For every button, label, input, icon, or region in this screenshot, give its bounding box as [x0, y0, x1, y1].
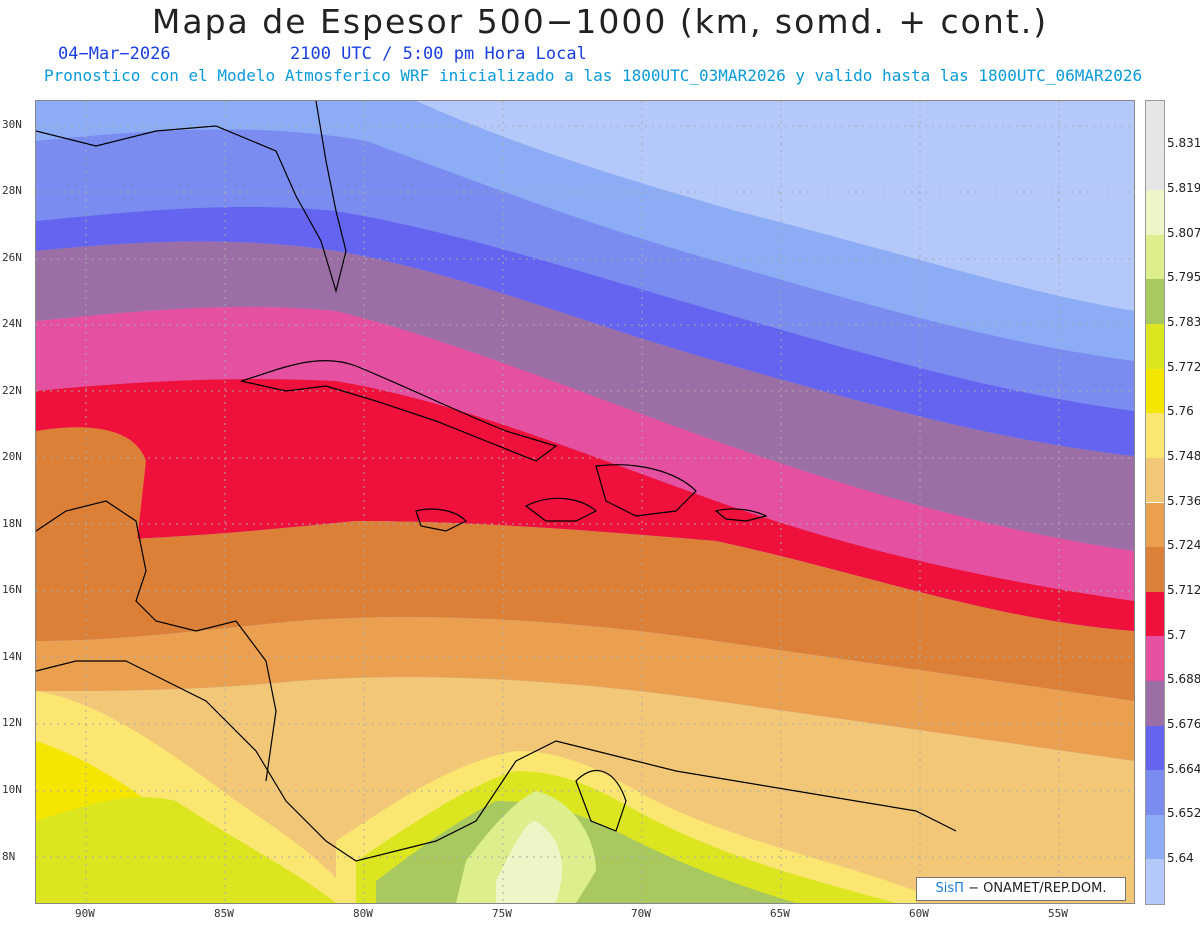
forecast-date: 04−Mar−2026	[58, 44, 171, 64]
colorbar-segment	[1146, 636, 1164, 681]
lon-label-70w: 70W	[631, 907, 651, 920]
colorbar-segment	[1146, 101, 1164, 146]
lat-label-18n: 18N	[2, 517, 22, 530]
lat-label-26n: 26N	[2, 251, 22, 264]
colorbar-label: 5.795	[1167, 270, 1200, 284]
colorbar-label: 5.807	[1167, 226, 1200, 240]
colorbar-segment	[1146, 680, 1164, 726]
lat-label-12n: 12N	[2, 716, 22, 729]
lat-label-20n: 20N	[2, 450, 22, 463]
forecast-subtitle: Pronostico con el Modelo Atmosferico WRF…	[44, 66, 1143, 85]
colorbar-label: 5.676	[1167, 717, 1200, 731]
lat-label-16n: 16N	[2, 583, 22, 596]
credit-text: − ONAMET/REP.DOM.	[968, 881, 1107, 896]
colorbar-segment	[1146, 725, 1164, 771]
lat-label-22n: 22N	[2, 384, 22, 397]
colorbar-segment	[1146, 502, 1164, 548]
colorbar-segment	[1146, 324, 1164, 369]
colorbar-label: 5.736	[1167, 494, 1200, 508]
colorbar-label: 5.819	[1167, 181, 1200, 195]
colorbar-label: 5.688	[1167, 672, 1200, 686]
lon-label-75w: 75W	[492, 907, 512, 920]
colorbar-label: 5.772	[1167, 360, 1200, 374]
colorbar-label: 5.7	[1167, 628, 1187, 642]
colorbar-label: 5.724	[1167, 538, 1200, 552]
lat-label-8n: 8N	[2, 850, 16, 863]
colorbar-segment	[1146, 413, 1164, 458]
colorbar-label: 5.783	[1167, 315, 1200, 329]
colorbar-label: 5.664	[1167, 762, 1200, 776]
lat-label-10n: 10N	[2, 783, 22, 796]
colorbar-segment	[1146, 279, 1164, 325]
map-canvas	[36, 101, 1134, 903]
credit-box: SisΠ − ONAMET/REP.DOM.	[916, 877, 1126, 901]
colorbar-label: 5.652	[1167, 806, 1200, 820]
colorbar-label: 5.831	[1167, 136, 1200, 150]
colorbar-segment	[1146, 234, 1164, 280]
colorbar-segment	[1146, 190, 1164, 235]
forecast-time: 2100 UTC / 5:00 pm Hora Local	[290, 44, 587, 64]
lat-label-24n: 24N	[2, 317, 22, 330]
colorbar-segment	[1146, 591, 1164, 637]
lat-label-28n: 28N	[2, 184, 22, 197]
thickness-map	[35, 100, 1135, 904]
lon-label-90w: 90W	[75, 907, 95, 920]
lon-label-60w: 60W	[909, 907, 929, 920]
coastlines	[36, 101, 957, 862]
lon-label-85w: 85W	[214, 907, 234, 920]
colorbar-segment	[1146, 814, 1164, 860]
colorbar-label: 5.748	[1167, 449, 1200, 463]
colorbar-segment	[1146, 145, 1164, 191]
colorbar-segment	[1146, 859, 1164, 904]
lat-label-30n: 30N	[2, 118, 22, 131]
colorbar-label: 5.76	[1167, 404, 1194, 418]
colorbar-segment	[1146, 547, 1164, 592]
lon-label-80w: 80W	[353, 907, 373, 920]
map-title: Mapa de Espesor 500−1000 (km, somd. + co…	[151, 2, 1049, 41]
colorbar-label: 5.64	[1167, 851, 1194, 865]
colorbar-segment	[1146, 368, 1164, 414]
colorbar-segment	[1146, 770, 1164, 815]
lon-label-65w: 65W	[770, 907, 790, 920]
colorbar-label: 5.712	[1167, 583, 1200, 597]
lon-label-55w: 55W	[1048, 907, 1068, 920]
colorbar	[1145, 100, 1165, 905]
colorbar-segment	[1146, 457, 1164, 503]
lat-label-14n: 14N	[2, 650, 22, 663]
brand-logo: SisΠ	[935, 881, 964, 896]
